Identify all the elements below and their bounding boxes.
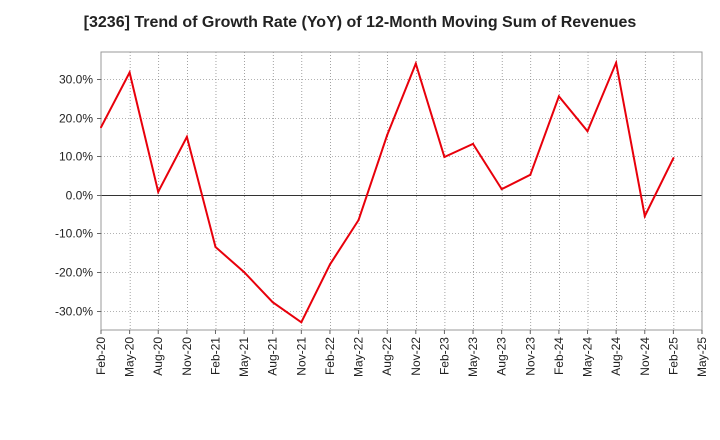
x-tick-label: Aug-21 [266, 337, 280, 376]
data-point [100, 126, 102, 129]
y-tick-label: -30.0% [55, 305, 93, 319]
x-tick-label: May-22 [352, 337, 366, 377]
y-tick-label: 10.0% [59, 150, 93, 164]
axis-layer [97, 51, 703, 334]
data-point [357, 218, 360, 221]
x-tick-label: Feb-25 [666, 337, 680, 375]
data-point [500, 188, 503, 191]
series-line [100, 59, 675, 324]
data-point [271, 301, 274, 304]
data-point [185, 135, 188, 138]
chart-title: [3236] Trend of Growth Rate (YoY) of 12-… [83, 14, 637, 31]
data-point [300, 321, 303, 324]
x-tick-label: May-24 [581, 337, 595, 377]
x-tick-label: May-25 [695, 337, 709, 377]
y-tick-label: -20.0% [55, 266, 93, 280]
grid-layer [101, 52, 702, 330]
y-tick-label: -10.0% [55, 227, 93, 241]
series-layer [100, 59, 675, 324]
data-point [128, 71, 131, 74]
y-tick-label: 0.0% [66, 189, 94, 203]
x-tick-label: Aug-23 [495, 337, 509, 376]
y-tick-label: 30.0% [59, 73, 93, 87]
x-tick-label: Feb-21 [208, 337, 222, 375]
x-tick-label: May-21 [237, 337, 251, 377]
data-point [386, 134, 389, 137]
plot-frame [100, 51, 703, 331]
data-point [214, 245, 217, 248]
x-tick-label: Feb-20 [94, 337, 108, 375]
x-tick-label: Nov-22 [409, 337, 423, 376]
data-point [557, 95, 560, 98]
data-point [157, 190, 160, 193]
x-tick-label: Nov-23 [523, 337, 537, 376]
data-point [414, 62, 417, 65]
data-point [472, 142, 475, 145]
x-tick-label: Feb-22 [323, 337, 337, 375]
data-point [643, 215, 646, 218]
data-point [443, 156, 446, 159]
x-tick-label: Feb-24 [552, 337, 566, 375]
x-tick-label: Aug-24 [609, 337, 623, 376]
data-point [586, 130, 589, 133]
x-tick-label: Feb-23 [437, 337, 451, 375]
x-tick-label: Nov-21 [294, 337, 308, 376]
x-tick-label: Aug-22 [380, 337, 394, 376]
x-tick-label: Nov-24 [638, 337, 652, 376]
label-layer: 30.0% 20.0% 10.0% 0.0% -10.0% -20.0% -30.0% Feb… [55, 73, 709, 378]
x-tick-label: Aug-20 [151, 337, 165, 376]
data-point [615, 61, 618, 64]
data-point [243, 271, 246, 274]
data-point [328, 263, 331, 266]
data-point [672, 157, 675, 160]
x-tick-label: May-23 [466, 337, 480, 377]
x-tick-label: Nov-20 [180, 337, 194, 376]
x-tick-label: May-20 [123, 337, 137, 377]
y-tick-label: 20.0% [59, 112, 93, 126]
data-point [529, 173, 532, 176]
